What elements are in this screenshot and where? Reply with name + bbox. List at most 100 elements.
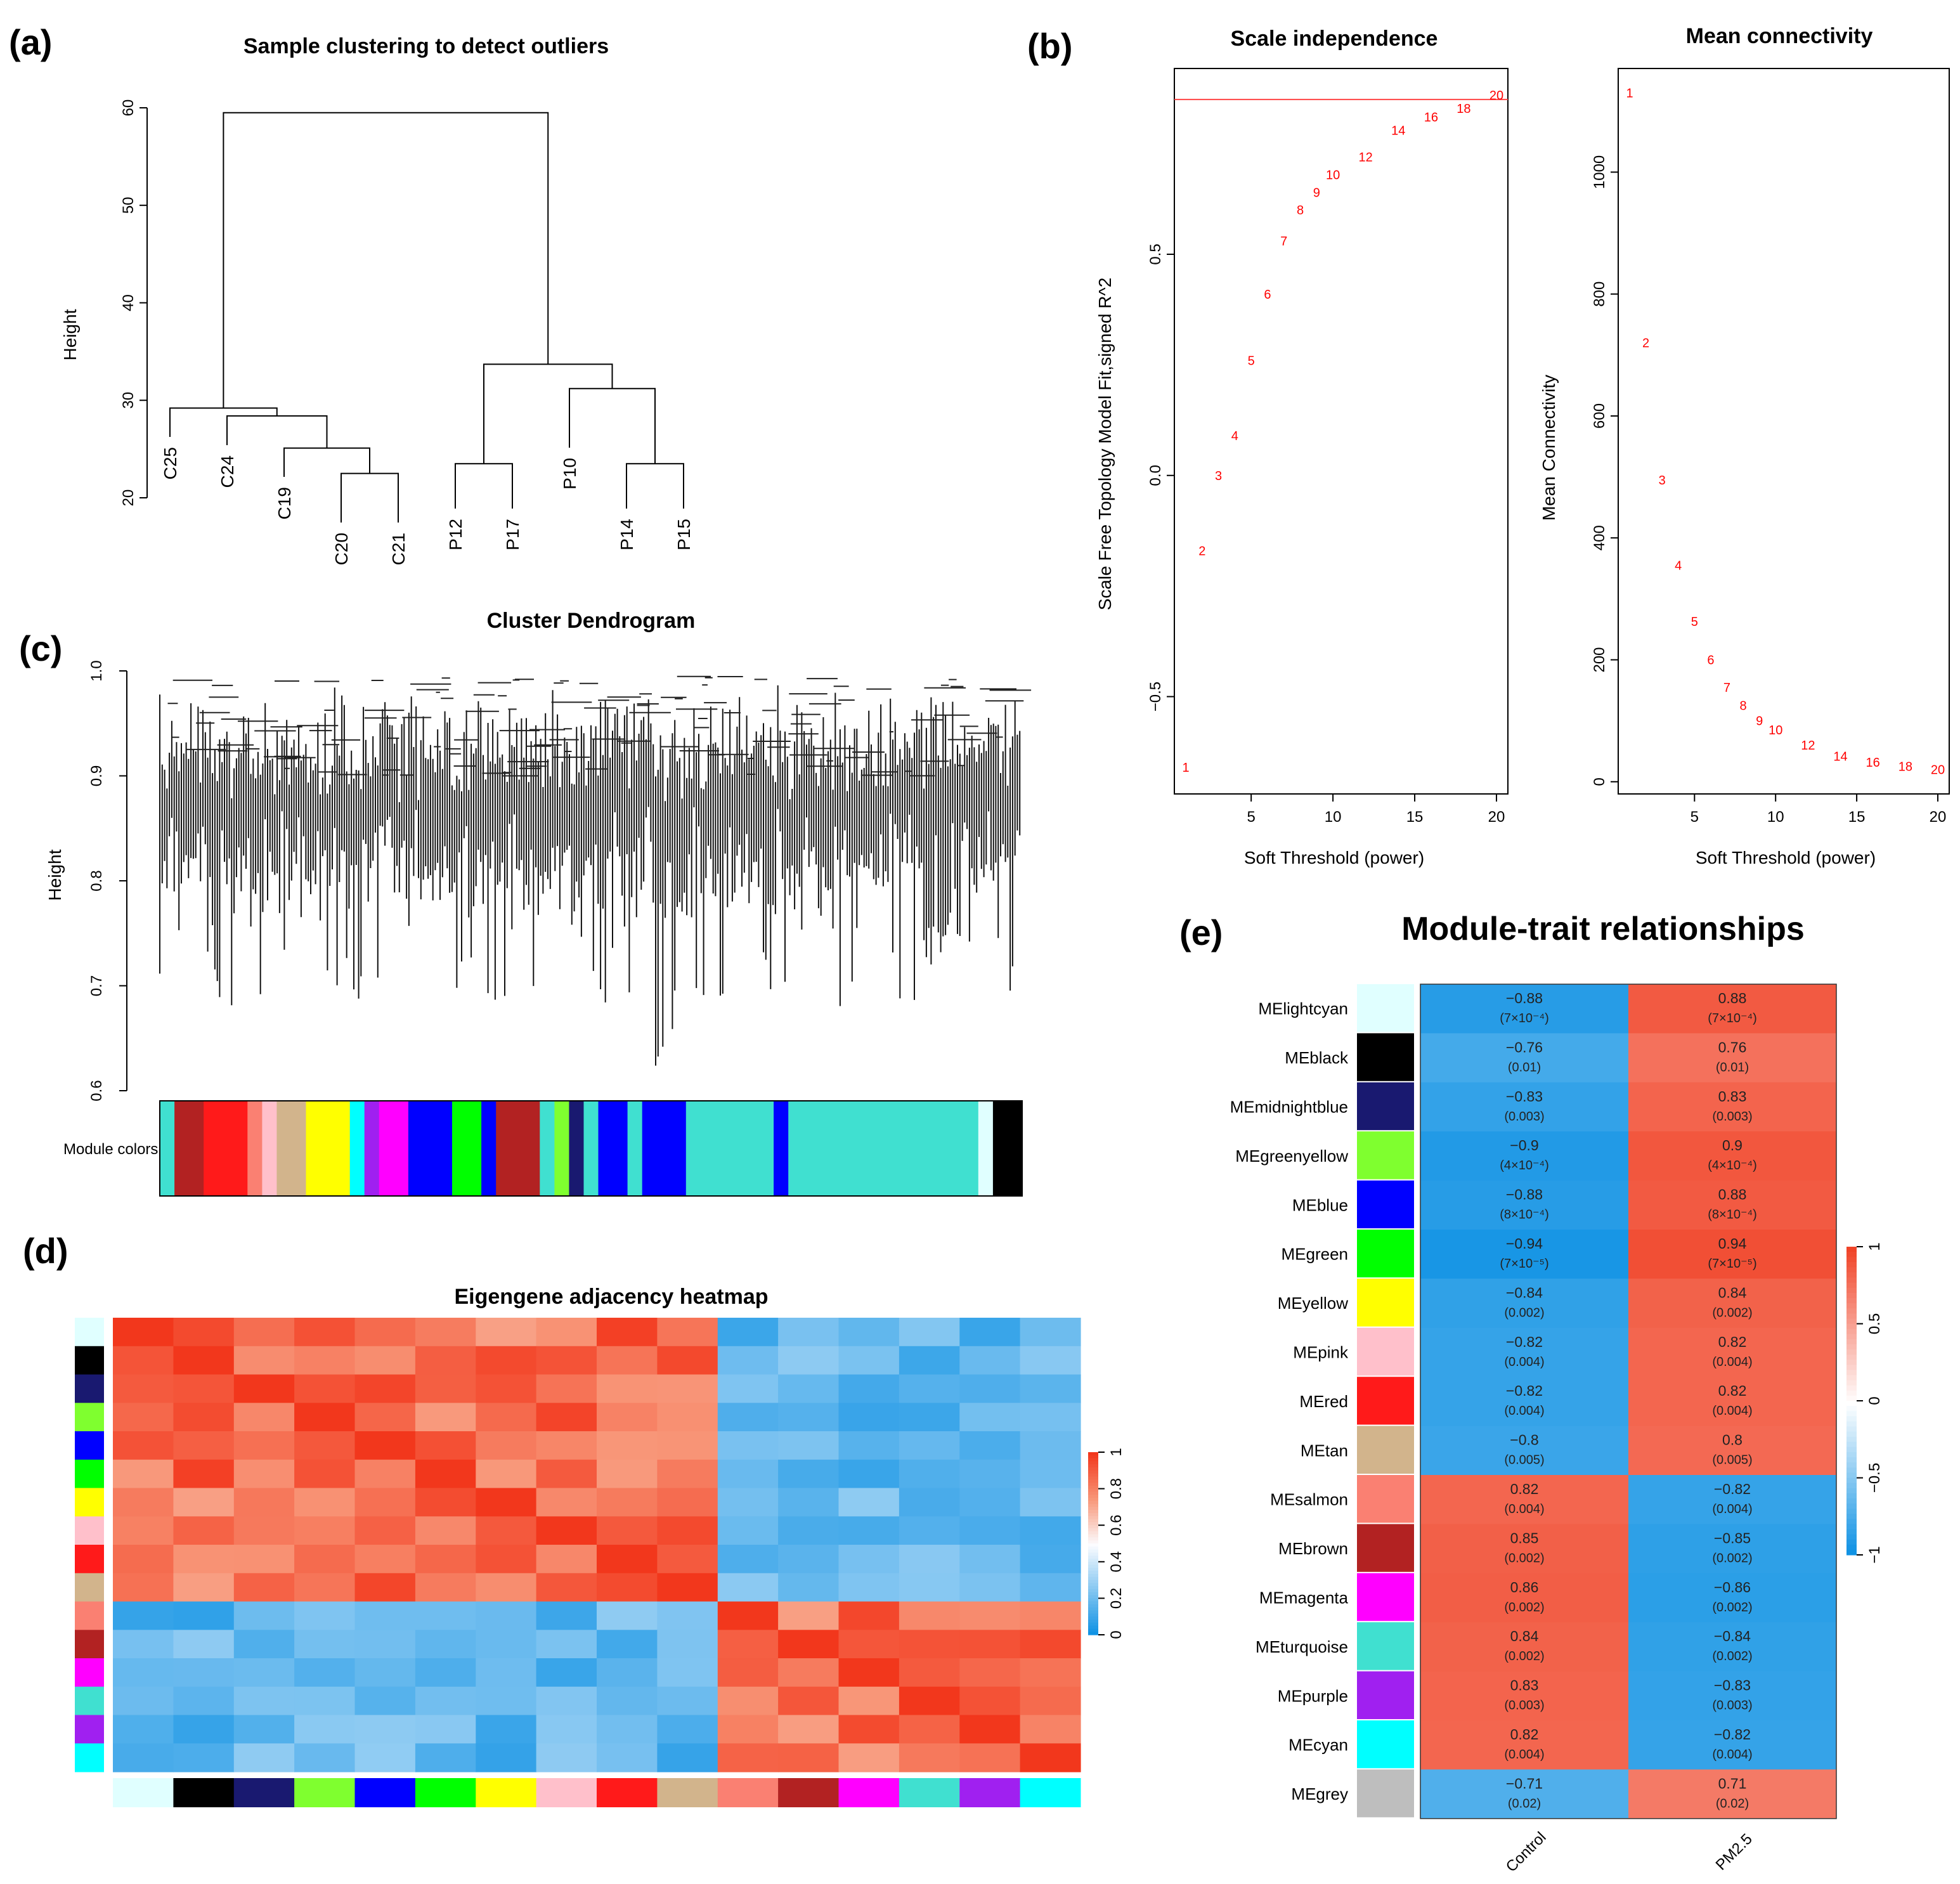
- colorbar-step: [1088, 1632, 1098, 1635]
- panel-e-heatmap: MElightcyan −0.88 (7×10⁻⁴) 0.88 (7×10⁻⁴) MEbl…: [1230, 984, 1883, 1876]
- p-value: (0.005): [1712, 1453, 1752, 1467]
- dendrogram-branch: [569, 387, 656, 464]
- panel-c-ytick-label: 1.0: [88, 660, 105, 681]
- p-value: (7×10⁻⁵): [1708, 1257, 1756, 1271]
- adjacency-cell: [959, 1573, 1021, 1602]
- row-module-swatch: [75, 1715, 104, 1744]
- trait-colorbar-step: [1846, 1292, 1857, 1299]
- p-value: (8×10⁻⁴): [1500, 1208, 1549, 1222]
- adjacency-cell: [476, 1516, 537, 1545]
- adjacency-cell: [536, 1431, 597, 1460]
- col-module-swatch: [717, 1778, 779, 1807]
- trait-cell: [1420, 1230, 1629, 1279]
- trait-cell: [1420, 1033, 1629, 1083]
- power-point: 20: [1489, 89, 1503, 103]
- connectivity-point: 12: [1801, 739, 1815, 753]
- trait-colorbar-step: [1846, 1287, 1857, 1294]
- adjacency-cell: [838, 1516, 900, 1545]
- colorbar-step: [1088, 1470, 1098, 1474]
- adjacency-cell: [959, 1658, 1021, 1687]
- adjacency-cell: [717, 1516, 779, 1545]
- adjacency-cell: [354, 1318, 416, 1347]
- adjacency-cell: [838, 1431, 900, 1460]
- leaf-label: C25: [160, 447, 180, 479]
- adjacency-cell: [717, 1743, 779, 1772]
- adjacency-cell: [838, 1686, 900, 1716]
- adjacency-cell: [476, 1601, 537, 1630]
- adjacency-cell: [717, 1318, 779, 1347]
- adjacency-cell: [959, 1686, 1021, 1716]
- trait-colorbar-step: [1846, 1262, 1857, 1268]
- adjacency-cell: [173, 1403, 235, 1432]
- trait-colorbar-step: [1846, 1493, 1857, 1499]
- colorbar-step: [1088, 1513, 1098, 1517]
- adjacency-cell: [113, 1318, 174, 1347]
- adjacency-cell: [294, 1545, 356, 1574]
- trait-colorbar-tick-label: 0: [1866, 1396, 1883, 1405]
- adjacency-cell: [597, 1658, 658, 1687]
- panel-b2-xlabel: Soft Threshold (power): [1696, 848, 1876, 867]
- adjacency-cell: [476, 1715, 537, 1744]
- trait-colorbar-step: [1846, 1421, 1857, 1427]
- row-module-swatch: [75, 1686, 104, 1716]
- p-value: (7×10⁻⁴): [1708, 1011, 1757, 1025]
- colorbar-step: [1088, 1452, 1098, 1456]
- adjacency-cell: [415, 1743, 476, 1772]
- colorbar-step: [1088, 1549, 1098, 1553]
- adjacency-cell: [354, 1431, 416, 1460]
- panel-c-ytick-label: 0.9: [88, 765, 105, 786]
- panel-b1-xlabel: Soft Threshold (power): [1244, 848, 1424, 867]
- module-name: MEgrey: [1291, 1784, 1348, 1803]
- adjacency-cell: [597, 1403, 658, 1432]
- dendrogram-branch: [226, 415, 328, 448]
- trait-colorbar-step: [1846, 1544, 1857, 1550]
- adjacency-cell: [657, 1601, 718, 1630]
- adjacency-cell: [717, 1431, 779, 1460]
- row-module-swatch: [75, 1516, 104, 1545]
- trait-colorbar-step: [1846, 1323, 1857, 1330]
- power-point: 4: [1231, 429, 1238, 443]
- adjacency-cell: [597, 1630, 658, 1659]
- colorbar-step: [1088, 1537, 1098, 1541]
- colorbar-step: [1088, 1522, 1098, 1526]
- colorbar-step: [1088, 1576, 1098, 1581]
- trait-colorbar-step: [1846, 1344, 1857, 1350]
- adjacency-cell: [354, 1516, 416, 1545]
- colorbar-step: [1088, 1507, 1098, 1510]
- module-name: MEgreenyellow: [1235, 1147, 1348, 1166]
- trait-colorbar-step: [1846, 1385, 1857, 1391]
- correlation-value: 0.83: [1718, 1088, 1747, 1105]
- adjacency-cell: [536, 1374, 597, 1403]
- adjacency-cell: [415, 1686, 476, 1716]
- adjacency-cell: [415, 1374, 476, 1403]
- colorbar-step: [1088, 1586, 1098, 1590]
- colorbar-step: [1088, 1519, 1098, 1523]
- module-color-band: [481, 1101, 496, 1196]
- adjacency-cell: [1020, 1743, 1081, 1772]
- gene-tree-leaves: [159, 685, 1021, 1066]
- col-module-swatch: [354, 1778, 416, 1807]
- leaf-label: C20: [332, 533, 351, 565]
- adjacency-cell: [597, 1431, 658, 1460]
- adjacency-cell: [1020, 1431, 1081, 1460]
- adjacency-cell: [294, 1431, 356, 1460]
- adjacency-cell: [233, 1630, 295, 1659]
- module-color-band: [540, 1101, 555, 1196]
- adjacency-cell: [113, 1431, 174, 1460]
- row-module-swatch: [75, 1658, 104, 1687]
- colorbar-step: [1088, 1464, 1098, 1468]
- row-module-swatch: [75, 1601, 104, 1630]
- trait-colorbar-step: [1846, 1375, 1857, 1381]
- colorbar-step: [1088, 1534, 1098, 1538]
- adjacency-cell: [657, 1630, 718, 1659]
- adjacency-cell: [536, 1545, 597, 1574]
- trait-colorbar-step: [1846, 1401, 1857, 1407]
- adjacency-cell: [233, 1459, 295, 1489]
- p-value: (0.01): [1508, 1060, 1541, 1074]
- connectivity-point: 16: [1866, 756, 1880, 770]
- connectivity-point: 18: [1898, 760, 1912, 774]
- trait-colorbar-step: [1846, 1360, 1857, 1365]
- trait-column-label: PM2.5: [1713, 1831, 1756, 1874]
- module-color-band: [276, 1101, 306, 1196]
- trait-cell: [1628, 1573, 1837, 1623]
